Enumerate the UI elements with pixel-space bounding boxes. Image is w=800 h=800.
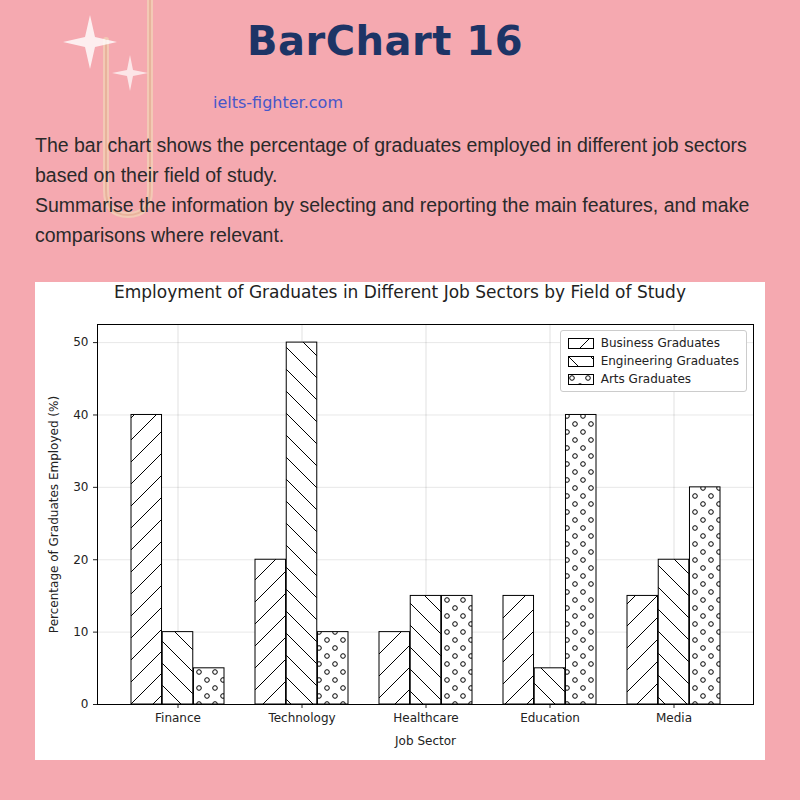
svg-text:10: 10: [73, 625, 88, 639]
svg-text:20: 20: [73, 553, 88, 567]
svg-text:50: 50: [73, 335, 88, 349]
html-text:Summarise the information by s: Summarise the information by selecting a…: [35, 194, 750, 246]
html-text:ielts-fighter.com: ielts-fighter.com: [213, 93, 343, 112]
svg-text:40: 40: [73, 408, 88, 422]
html-text:Business Graduates: Business Graduates: [600, 336, 720, 350]
svg-text:Job Sector: Job Sector: [394, 734, 456, 748]
svg-text:30: 30: [73, 480, 88, 494]
html-text:BarChart 16: BarChart 16: [247, 18, 523, 64]
svg-text:Education: Education: [520, 711, 580, 725]
html-text:Engineering Graduates: Engineering Graduates: [600, 354, 739, 368]
html-text:The bar chart shows the percen: The bar chart shows the percentage of gr…: [35, 134, 747, 186]
svg-text:0: 0: [81, 697, 89, 711]
svg-text:Percentage of Graduates Employ: Percentage of Graduates Employed (%): [47, 396, 61, 633]
svg-text:Technology: Technology: [267, 711, 335, 725]
html-text:Arts Graduates: Arts Graduates: [600, 372, 692, 386]
svg-text:Healthcare: Healthcare: [393, 711, 458, 725]
svg-text:Finance: Finance: [155, 711, 201, 725]
svg-text:Media: Media: [656, 711, 692, 725]
html-text:Employment of Graduates in Dif: Employment of Graduates in Different Job…: [114, 282, 686, 302]
